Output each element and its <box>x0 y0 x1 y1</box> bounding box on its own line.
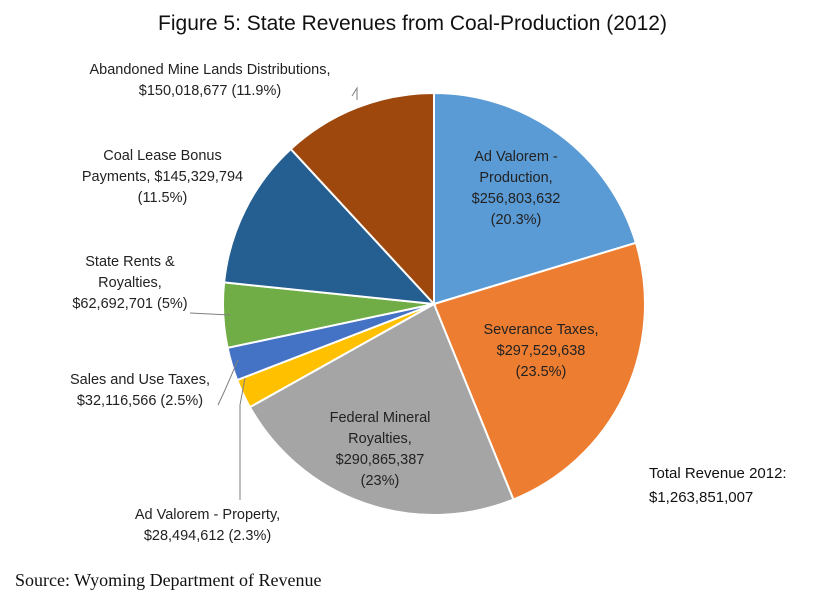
slice-label-line: Royalties, <box>98 275 162 291</box>
total-revenue-value: $1,263,851,007 <box>649 489 754 506</box>
pie-slice-coal-lease-bonus-payments <box>223 147 437 306</box>
pie-slice-ad-valorem-production <box>433 91 638 306</box>
slice-label-line: Sales and Use Taxes, <box>70 372 210 388</box>
chart-title: Figure 5: State Revenues from Coal-Produ… <box>158 12 667 35</box>
leader-lines <box>189 86 358 500</box>
slice-label-severance-taxes: Severance Taxes, $297,529,638 (23.5%) <box>476 320 606 383</box>
source-note: Source: Wyoming Department of Revenue <box>15 570 322 590</box>
slice-label-line: $256,803,632 <box>471 191 561 207</box>
slice-label-line: $28,494,612 (2.3%) <box>143 528 272 544</box>
slice-label-federal-mineral-royalties: Federal Mineral Royalties, $290,865,387 (23… <box>320 408 440 492</box>
pie-slice-abandoned-mine-lands-distributions <box>289 91 435 307</box>
slice-label-line: Abandoned Mine Lands Distributions, <box>89 62 331 78</box>
slice-label-line: (23%) <box>360 473 400 489</box>
slice-label-line: Federal Mineral <box>329 410 431 426</box>
slice-label-coal-lease-bonus-payments: Coal Lease Bonus Payments, $145,329,794 (1… <box>75 146 250 209</box>
slice-label-line: (11.5%) <box>137 190 188 206</box>
slice-label-line: State Rents & <box>85 254 175 270</box>
slice-label-sales-and-use-taxes: Sales and Use Taxes, $32,116,566 (2.5%) <box>60 370 220 412</box>
slice-label-line: $150,018,677 (11.9%) <box>138 83 282 99</box>
slice-label-ad-valorem-property: Ad Valorem - Property, $28,494,612 (2.3%) <box>115 505 300 547</box>
slice-label-line: Ad Valorem - Property, <box>134 507 281 523</box>
leader-line-abandoned-mine-lands-distributions <box>351 86 358 100</box>
slice-label-line: (23.5%) <box>515 364 567 380</box>
slice-label-line: $297,529,638 <box>496 343 586 359</box>
slice-label-line: Coal Lease Bonus <box>103 148 222 164</box>
slice-label-ad-valorem-production: Ad Valorem - Production, $256,803,632 (20.3… <box>456 147 576 231</box>
slice-label-line: $290,865,387 <box>335 452 425 468</box>
pie-slice-federal-mineral-royalties <box>248 302 515 516</box>
slice-label-line: Royalties, <box>348 431 412 447</box>
slice-label-line: (20.3%) <box>490 212 542 228</box>
slice-label-line: Severance Taxes, <box>483 322 599 338</box>
total-revenue-label: Total Revenue 2012: $1,263,851,007 <box>649 462 787 510</box>
slice-label-line: Ad Valorem - <box>474 149 558 165</box>
pie-slices <box>222 91 646 516</box>
leader-line-state-rents-royalties <box>189 312 231 316</box>
pie-slice-severance-taxes <box>432 241 646 501</box>
leader-line-sales-and-use-taxes <box>217 359 239 406</box>
slice-label-line: $32,116,566 (2.5%) <box>76 393 204 409</box>
slice-label-line: $62,692,701 (5%) <box>72 296 188 312</box>
slice-label-line: Payments, $145,329,794 <box>81 169 244 185</box>
slice-label-state-rents-royalties: State Rents & Royalties, $62,692,701 (5%) <box>55 252 205 315</box>
leader-line-ad-valorem-property <box>239 377 246 500</box>
slice-label-abandoned-mine-lands-distributions: Abandoned Mine Lands Distributions, $150,… <box>65 60 355 102</box>
total-revenue-caption: Total Revenue 2012: <box>649 465 787 482</box>
slice-label-line: Production, <box>479 170 553 186</box>
